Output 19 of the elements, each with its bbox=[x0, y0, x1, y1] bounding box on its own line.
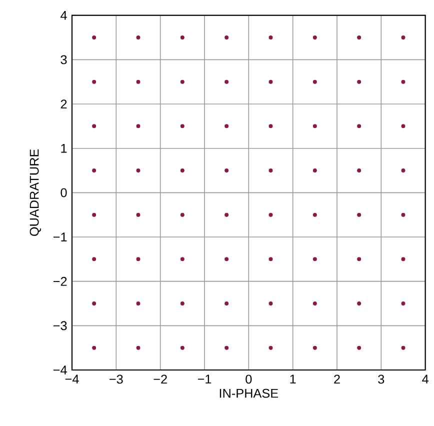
y-tick-label: −1 bbox=[53, 232, 67, 242]
y-tick-label: 0 bbox=[60, 188, 67, 198]
y-tick-label: −2 bbox=[53, 276, 67, 286]
y-tick-label: 1 bbox=[61, 144, 67, 153]
y-axis-title: QUADRATURE bbox=[30, 149, 42, 236]
x-tick-label: 2 bbox=[334, 374, 340, 384]
x-tick-label: −3 bbox=[110, 374, 123, 384]
y-tick-label: −3 bbox=[53, 321, 67, 330]
x-tick-label: −2 bbox=[154, 374, 167, 384]
x-axis-title: IN-PHASE bbox=[220, 388, 278, 398]
y-tick-label: −4 bbox=[53, 366, 67, 374]
x-tick-label: 0 bbox=[246, 374, 252, 384]
y-tick-label: 2 bbox=[60, 100, 67, 108]
y-tick-label: 4 bbox=[60, 10, 67, 20]
x-tick-label: 1 bbox=[290, 374, 296, 384]
x-tick-label: 4 bbox=[422, 374, 428, 384]
x-tick-label: 3 bbox=[378, 374, 384, 384]
y-tick-label: 3 bbox=[60, 55, 67, 64]
x-tick-label: −1 bbox=[198, 374, 212, 384]
